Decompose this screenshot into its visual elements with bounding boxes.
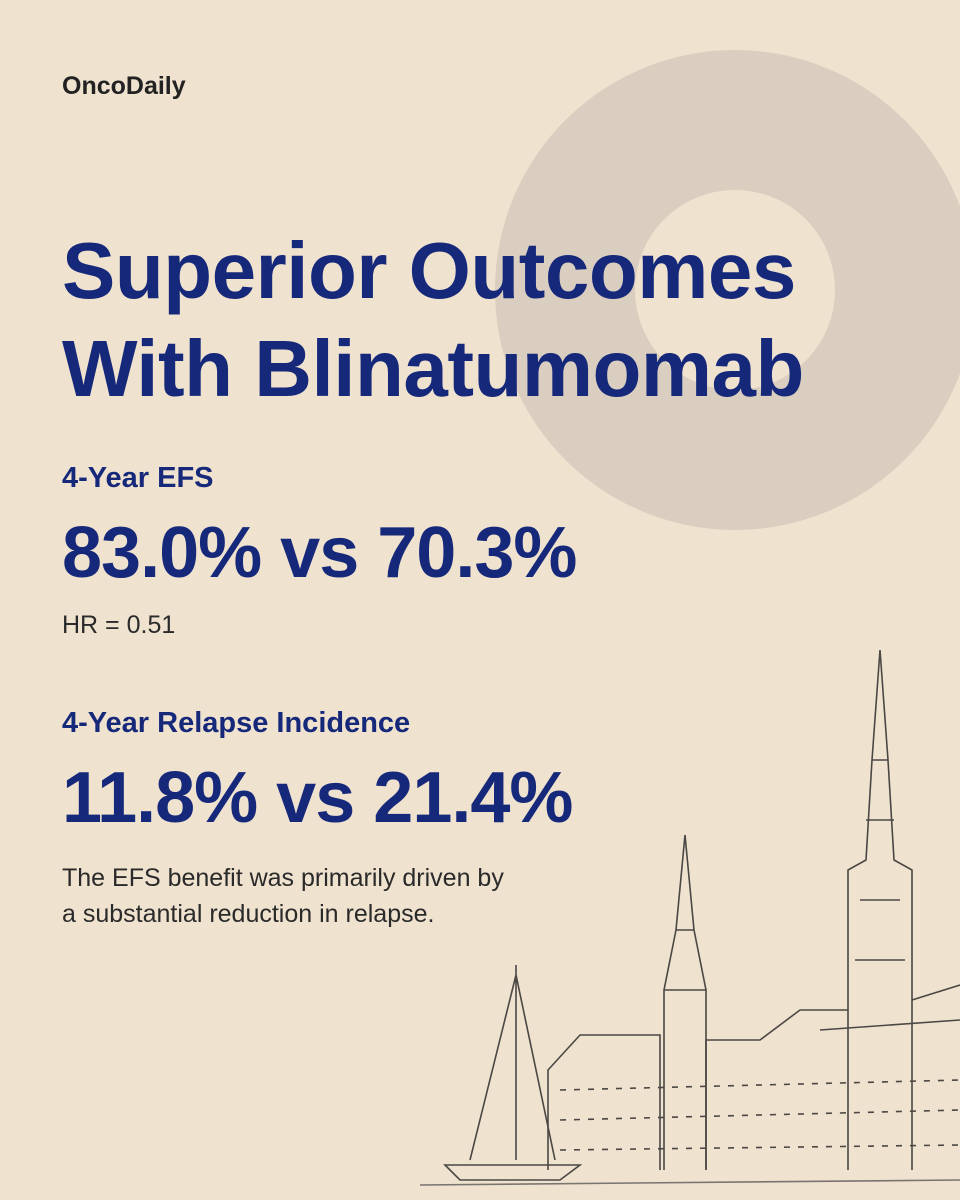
note-line: HR = 0.51 (62, 611, 176, 639)
tower-detail (855, 759, 905, 961)
spire (663, 834, 707, 1170)
note-line: The EFS benefit was primarily driven by (62, 864, 504, 892)
stat-section: 4-Year EFS 83.0% vs 70.3% HR = 0.51 (62, 462, 577, 643)
waterline (419, 1179, 960, 1186)
stat-heading: 4-Year EFS (62, 462, 214, 494)
title-line: Superior Outcomes (62, 226, 796, 315)
note-line: a substantial reduction in relapse. (62, 900, 435, 928)
title-line: With Blinatumomab (62, 324, 804, 413)
ship (443, 965, 583, 1181)
city-sketch (419, 649, 960, 1186)
stat-section: 4-Year Relapse Incidence 11.8% vs 21.4% … (62, 707, 573, 932)
stat-note: HR = 0.51 (62, 607, 576, 643)
stat-heading: 4-Year Relapse Incidence (62, 707, 411, 739)
brand: OncoDaily (62, 72, 186, 100)
ring (495, 50, 960, 530)
title: Superior Outcomes With Blinatumomab (62, 222, 804, 418)
stat-result: 83.0% vs 70.3% (62, 513, 577, 593)
stat-note: The EFS benefit was primarily driven by … (62, 860, 572, 932)
buildings (547, 984, 960, 1170)
tower (847, 649, 913, 1170)
windows (559, 1079, 960, 1151)
stat-result: 11.8% vs 21.4% (62, 758, 573, 838)
logo-ring (495, 50, 960, 530)
